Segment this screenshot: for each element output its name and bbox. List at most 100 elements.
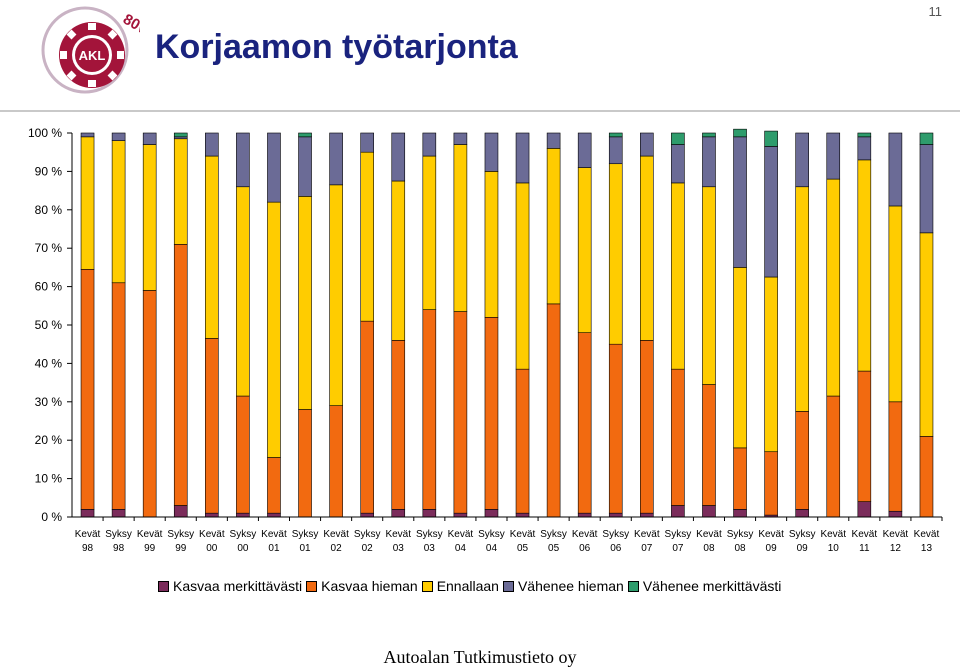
x-tick-label-season: Syksy [789, 529, 816, 540]
bar-segment [142, 132, 157, 145]
x-axis: Kevät 98 Syksy 98 Kevät 99 Syksy 99 Kevät 00 Syksy… [72, 516, 943, 554]
legend-item: Vähenee merkittävästi [627, 578, 782, 594]
bar-stack [453, 132, 468, 518]
x-tick-label-season: Syksy [665, 529, 692, 540]
x-tick-label-year: 98 [82, 543, 94, 554]
bar-segment [80, 509, 95, 518]
bar-segment [608, 132, 623, 138]
x-tick-label-season: Syksy [167, 529, 194, 540]
x-tick-label-year: 99 [175, 543, 187, 554]
x-tick-label-year: 06 [610, 543, 622, 554]
bar-segment [733, 128, 747, 138]
x-tick-label-season: Kevät [75, 529, 101, 540]
bar-segment [236, 512, 250, 518]
bar-stack [733, 128, 747, 518]
x-tick-label-season: Kevät [758, 529, 784, 540]
x-tick-label-season: Kevät [261, 529, 287, 540]
bar-stack [111, 132, 126, 518]
x-tick-label-season: Syksy [478, 529, 505, 540]
bar-stack [577, 132, 592, 518]
bar-stack [919, 132, 934, 518]
bar-segment [298, 132, 312, 138]
bar-segment [142, 144, 157, 291]
bar-segment [733, 447, 747, 510]
x-tick-label-year: 11 [859, 543, 870, 554]
bar-segment [205, 155, 219, 339]
legend-label: Vähenee hieman [517, 578, 624, 594]
bar-stack [764, 130, 778, 518]
bar-segment [577, 167, 592, 333]
legend-label: Kasvaa hieman [321, 578, 418, 594]
x-tick-label-year: 02 [331, 543, 343, 554]
x-tick-label-year: 01 [299, 543, 311, 554]
x-tick-label-season: Syksy [105, 529, 132, 540]
bar-segment [515, 182, 530, 370]
bar-stack [702, 132, 716, 518]
legend-item: Kasvaa merkittävästi [158, 578, 302, 594]
x-tick-label-year: 05 [517, 543, 529, 554]
bar-segment [422, 132, 437, 157]
bar-segment [236, 186, 250, 397]
x-tick-label-season: Syksy [292, 529, 319, 540]
bar-segment [795, 509, 809, 518]
bar-segment [857, 136, 872, 161]
x-tick-label-year: 12 [890, 543, 902, 554]
x-tick-label-year: 98 [113, 543, 125, 554]
x-tick-label-year: 09 [797, 543, 809, 554]
bar-segment [422, 309, 437, 510]
x-tick-label-year: 05 [548, 543, 560, 554]
bar-segment [236, 132, 250, 188]
bar-segment [640, 512, 654, 518]
y-tick-label: 40 % [35, 356, 63, 370]
bar-segment [205, 132, 219, 157]
legend-item: Kasvaa hieman [306, 578, 418, 594]
bar-segment [608, 163, 623, 345]
legend-item: Ennallaan [421, 578, 499, 594]
x-tick-label-year: 08 [734, 543, 746, 554]
legend-swatch [627, 580, 639, 592]
bar-segment [826, 132, 841, 180]
page-title: Korjaamon työtarjonta [155, 28, 518, 66]
x-tick-label-year: 10 [828, 543, 840, 554]
y-tick-label: 100 % [28, 126, 62, 140]
bar-segment [360, 512, 374, 518]
y-tick-label: 0 % [41, 510, 62, 524]
x-tick-label-season: Kevät [696, 529, 722, 540]
x-tick-label-season: Kevät [820, 529, 846, 540]
bar-segment [484, 509, 499, 518]
x-tick-label-year: 01 [268, 543, 280, 554]
bar-segment [733, 136, 747, 268]
bars [80, 128, 934, 518]
legend-swatch [421, 580, 433, 592]
bar-segment [640, 155, 654, 341]
x-tick-label-season: Kevät [883, 529, 909, 540]
bar-segment [702, 132, 716, 138]
bar-segment [360, 320, 374, 514]
legend: Kasvaa merkittävästi Kasvaa hieman Ennalla… [158, 578, 785, 594]
bar-segment [795, 411, 809, 510]
bar-segment [173, 244, 188, 506]
bar-stack [857, 132, 872, 518]
bar-segment [733, 267, 747, 449]
bar-segment [484, 171, 499, 318]
x-tick-label-year: 00 [237, 543, 249, 554]
legend-label: Vähenee merkittävästi [642, 578, 782, 594]
bar-segment [702, 136, 716, 188]
bar-segment [205, 512, 219, 518]
bar-stack [80, 132, 95, 518]
x-tick-label-season: Kevät [572, 529, 598, 540]
bar-stack [640, 132, 654, 518]
slide-number: 11 [928, 4, 943, 19]
bar-segment [329, 132, 343, 186]
bar-stack [298, 132, 312, 518]
bar-segment [453, 512, 468, 518]
bar-segment [702, 186, 716, 385]
bar-segment [764, 130, 778, 147]
bar-segment [80, 136, 95, 270]
bar-segment [173, 132, 188, 138]
x-tick-label-season: Syksy [416, 529, 443, 540]
bar-segment [391, 180, 406, 341]
bar-segment [702, 384, 716, 506]
bar-segment [577, 132, 592, 168]
bar-segment [764, 146, 778, 278]
